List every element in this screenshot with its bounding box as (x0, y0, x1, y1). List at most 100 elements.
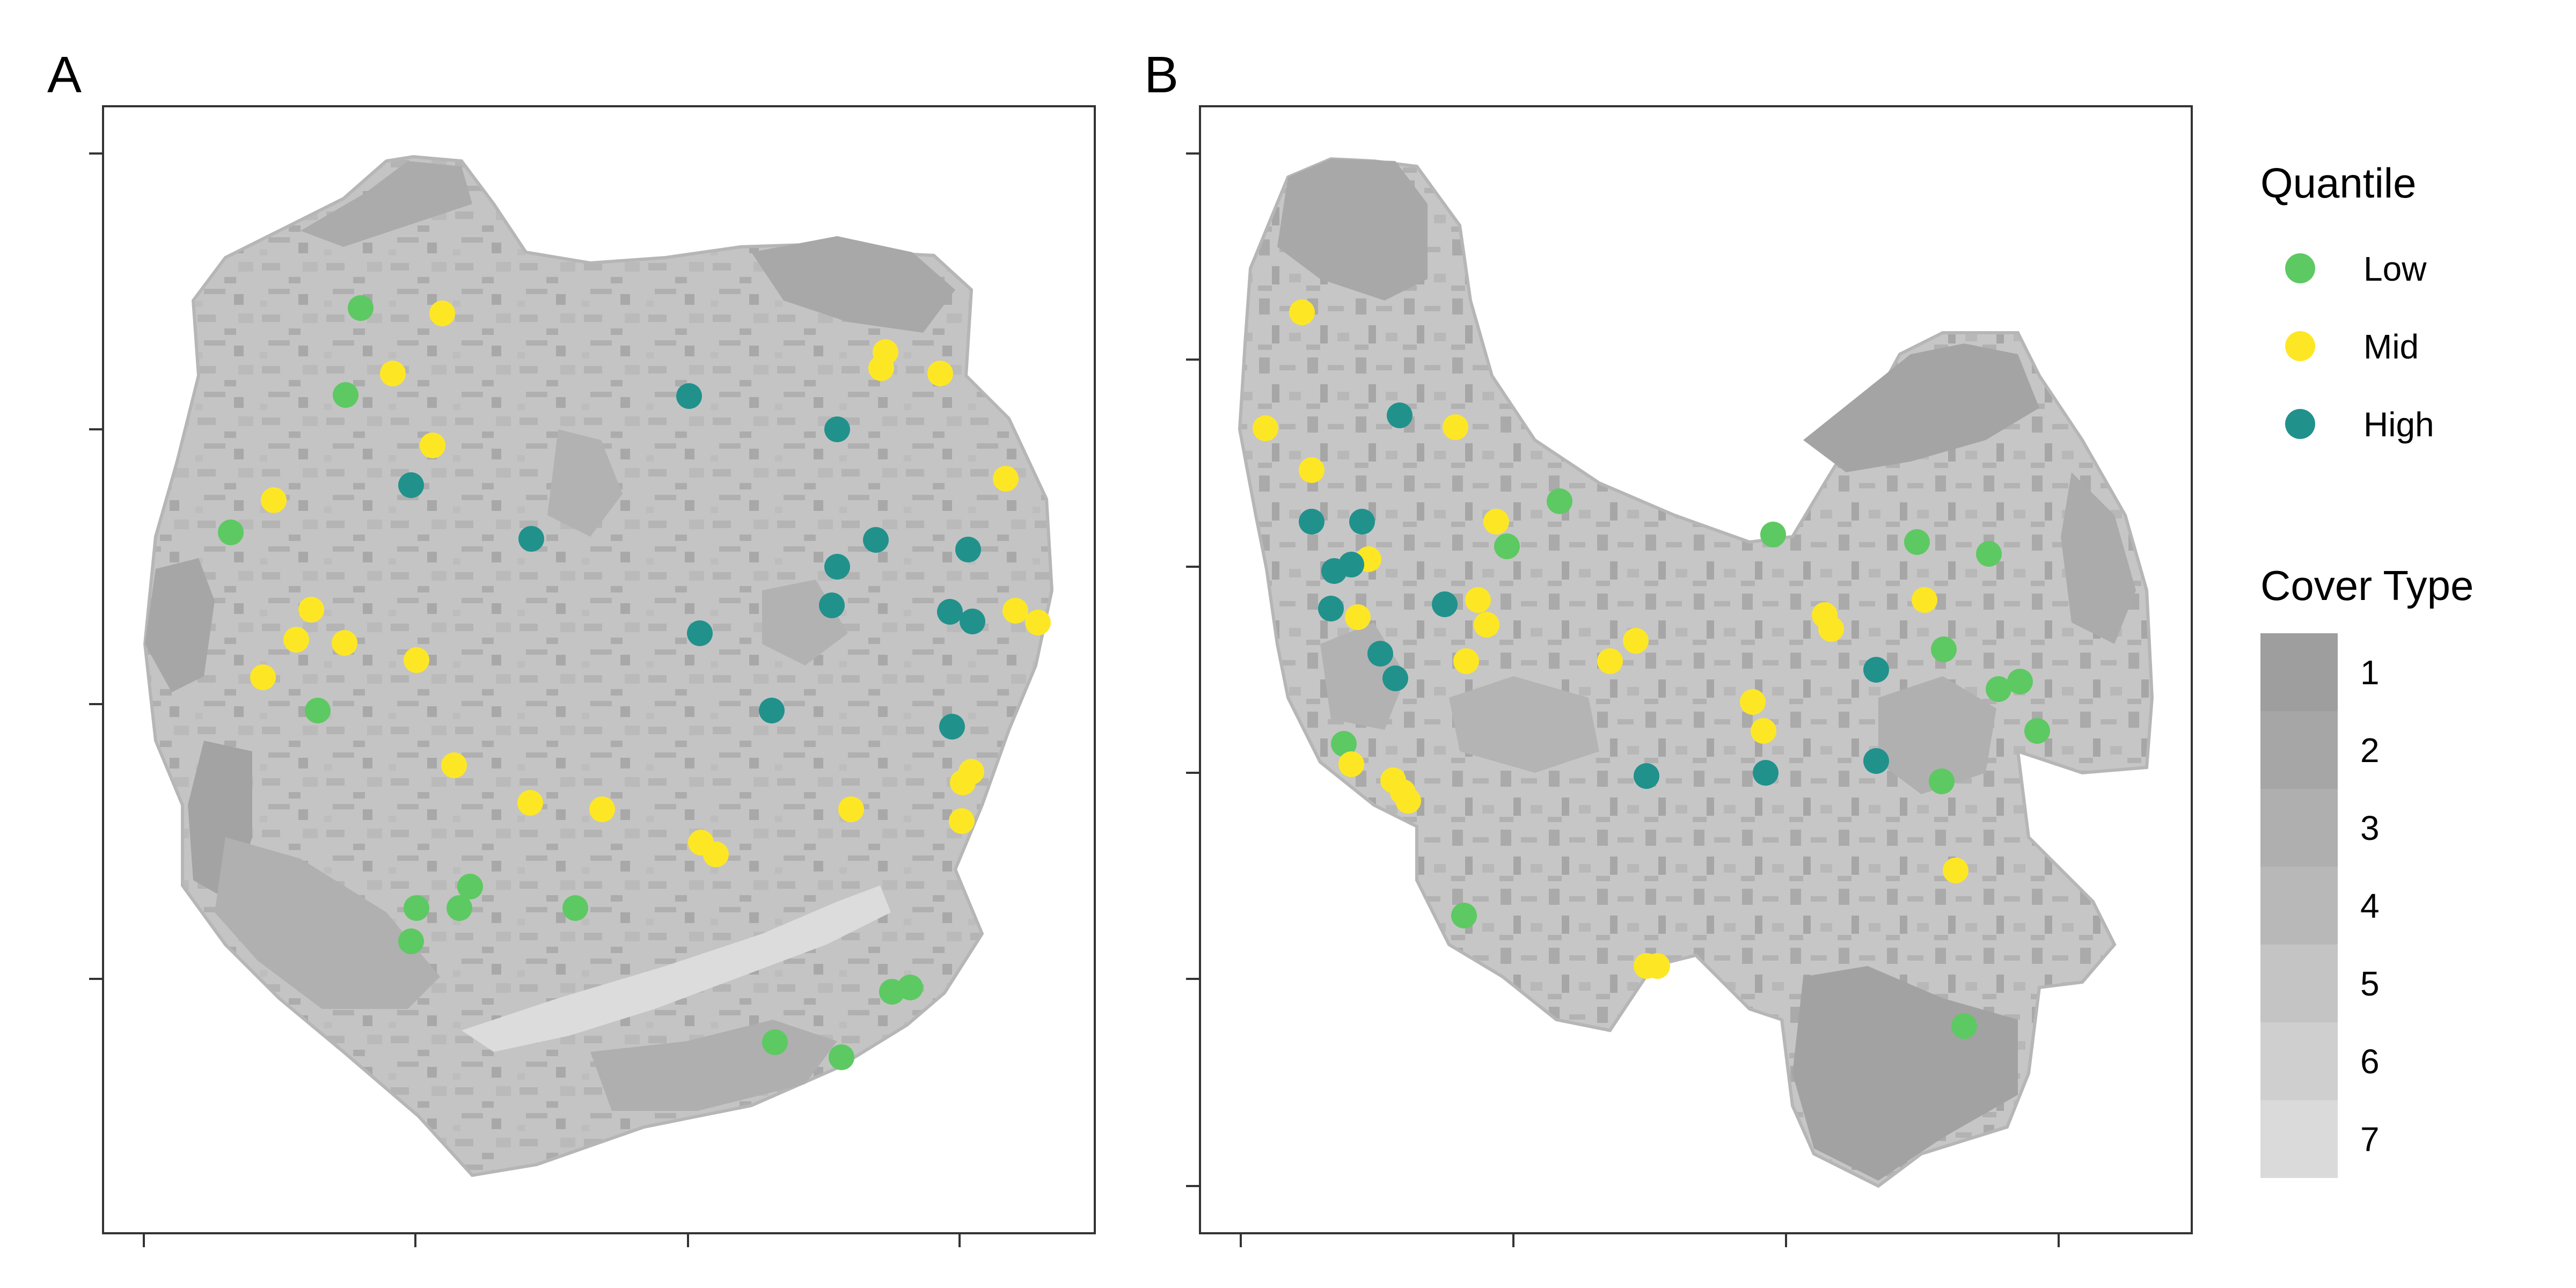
point-high[interactable] (398, 472, 424, 498)
point-mid[interactable] (1474, 612, 1499, 638)
point-mid[interactable] (950, 770, 976, 795)
point-mid[interactable] (1597, 648, 1623, 674)
quantile-legend-title: Quantile (2260, 159, 2417, 207)
point-high[interactable] (1863, 657, 1889, 683)
point-mid[interactable] (380, 361, 406, 386)
point-high[interactable] (687, 620, 713, 646)
point-low[interactable] (1451, 903, 1477, 928)
point-low[interactable] (762, 1029, 788, 1055)
point-high[interactable] (863, 527, 889, 553)
point-low[interactable] (2024, 718, 2050, 744)
point-mid[interactable] (703, 841, 729, 867)
point-high[interactable] (518, 526, 544, 552)
point-mid[interactable] (517, 790, 543, 816)
point-low[interactable] (562, 895, 588, 921)
point-mid[interactable] (1443, 414, 1468, 440)
point-mid[interactable] (1644, 953, 1670, 979)
panel-b-points (1253, 299, 2050, 1039)
point-high[interactable] (939, 714, 965, 740)
point-mid[interactable] (1912, 587, 1937, 613)
point-low[interactable] (1494, 533, 1520, 559)
panel-a-points (218, 295, 1051, 1070)
point-mid[interactable] (250, 664, 276, 690)
point-mid[interactable] (868, 355, 894, 381)
point-high[interactable] (1387, 402, 1413, 428)
point-low[interactable] (897, 975, 923, 1000)
point-low[interactable] (1931, 636, 1957, 662)
point-mid[interactable] (1289, 299, 1315, 325)
point-mid[interactable] (283, 627, 309, 653)
point-low[interactable] (1976, 541, 2002, 567)
point-high[interactable] (1338, 552, 1364, 577)
point-mid[interactable] (1943, 858, 1968, 883)
point-high[interactable] (1753, 760, 1779, 786)
point-low[interactable] (1547, 488, 1572, 514)
point-mid[interactable] (927, 361, 953, 386)
point-mid[interactable] (838, 796, 864, 822)
point-mid[interactable] (1025, 610, 1051, 635)
panel-a-reservoir (462, 885, 891, 1052)
point-low[interactable] (829, 1044, 854, 1070)
point-mid[interactable] (589, 796, 615, 822)
point-mid[interactable] (1338, 751, 1364, 777)
point-low[interactable] (398, 928, 424, 954)
point-low[interactable] (1760, 522, 1786, 547)
point-high[interactable] (937, 599, 963, 625)
point-mid[interactable] (949, 808, 975, 834)
point-high[interactable] (1367, 641, 1393, 667)
point-mid[interactable] (429, 301, 455, 326)
point-mid[interactable] (1818, 616, 1844, 642)
point-mid[interactable] (1253, 415, 1278, 441)
panel-b-frame (1199, 105, 2193, 1234)
legend-item-low: Low (2285, 250, 2427, 288)
point-high[interactable] (955, 537, 981, 562)
point-low[interactable] (404, 895, 429, 921)
point-mid[interactable] (1465, 587, 1491, 613)
cover-label-7: 7 (2360, 1120, 2380, 1159)
point-high[interactable] (1318, 596, 1344, 621)
point-low[interactable] (1331, 731, 1357, 757)
point-mid[interactable] (420, 433, 445, 458)
point-low[interactable] (457, 874, 483, 899)
point-high[interactable] (960, 609, 985, 634)
point-mid[interactable] (1751, 718, 1776, 744)
point-mid[interactable] (404, 647, 429, 673)
point-high[interactable] (759, 698, 785, 723)
point-low[interactable] (447, 895, 472, 921)
point-low[interactable] (1904, 529, 1930, 555)
point-low[interactable] (218, 519, 244, 545)
point-mid[interactable] (1623, 628, 1649, 654)
point-high[interactable] (676, 383, 702, 409)
legend-swatch-low (2285, 253, 2315, 283)
point-mid[interactable] (1740, 689, 1766, 715)
point-mid[interactable] (1299, 457, 1324, 483)
point-mid[interactable] (298, 597, 324, 623)
point-mid[interactable] (993, 466, 1019, 492)
point-high[interactable] (819, 592, 845, 618)
point-high[interactable] (1863, 748, 1889, 774)
point-mid[interactable] (1483, 509, 1509, 535)
point-high[interactable] (1382, 665, 1408, 691)
point-mid[interactable] (1002, 598, 1028, 624)
cover-label-6: 6 (2360, 1042, 2380, 1081)
point-mid[interactable] (1345, 604, 1371, 630)
point-high[interactable] (1349, 509, 1375, 535)
point-high[interactable] (1634, 763, 1659, 789)
point-mid[interactable] (441, 752, 467, 778)
point-low[interactable] (1986, 676, 2011, 702)
point-low[interactable] (1951, 1013, 1977, 1039)
point-low[interactable] (333, 382, 358, 408)
point-low[interactable] (348, 295, 374, 321)
point-mid[interactable] (261, 487, 287, 513)
point-high[interactable] (824, 416, 850, 442)
point-high[interactable] (824, 554, 850, 580)
point-high[interactable] (1432, 591, 1458, 617)
point-high[interactable] (1299, 509, 1324, 535)
point-mid[interactable] (1453, 648, 1479, 674)
point-low[interactable] (2007, 669, 2033, 694)
cover-swatch-3 (2260, 789, 2338, 867)
point-mid[interactable] (1395, 788, 1421, 814)
point-low[interactable] (305, 698, 331, 723)
point-mid[interactable] (332, 630, 357, 656)
point-low[interactable] (1929, 769, 1955, 794)
